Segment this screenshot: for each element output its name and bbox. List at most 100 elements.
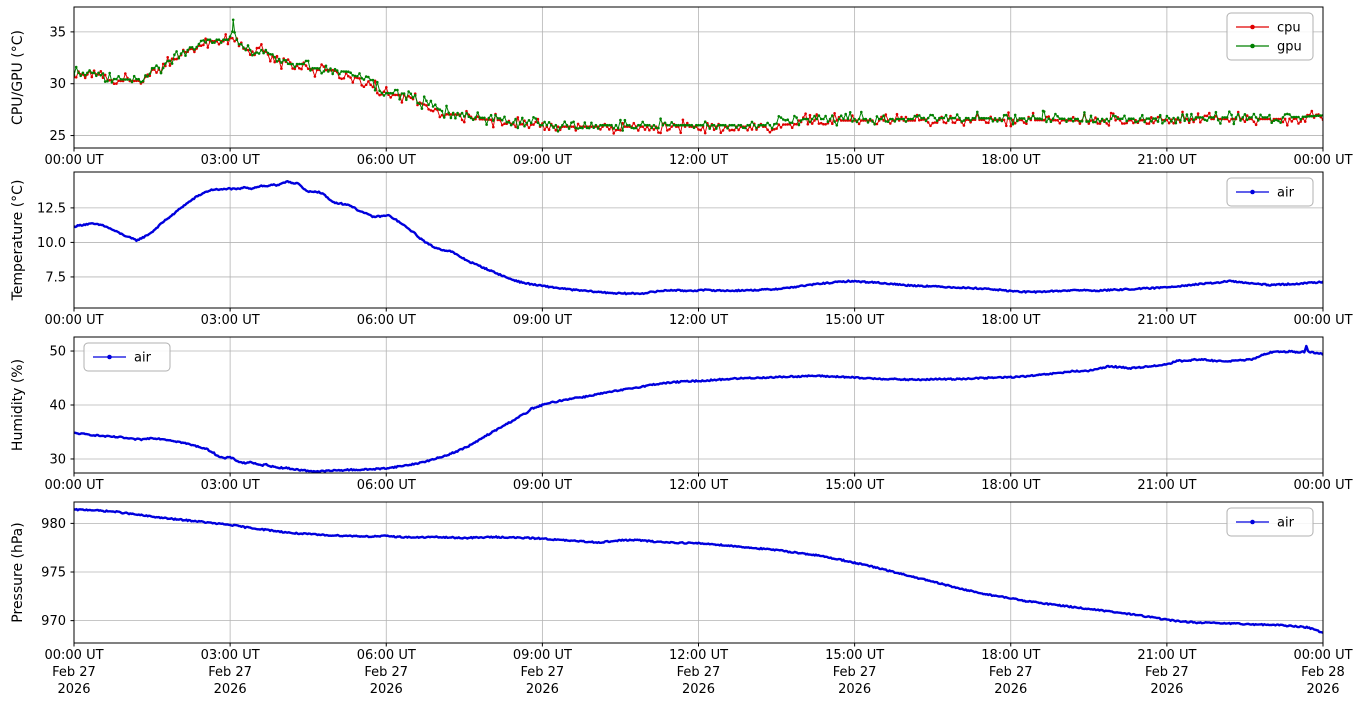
subplot-cpu-gpu: 25 30 35 00:00 UT 03:00 UT 06:00 UT 09:00 UT 12…	[10, 6, 1353, 168]
marker-gpu	[621, 129, 624, 132]
marker-gpu	[1225, 116, 1229, 119]
marker-gpu	[425, 99, 428, 103]
marker-cpu	[1147, 122, 1151, 125]
marker-gpu	[389, 91, 393, 95]
marker-cpu	[454, 113, 457, 116]
marker-cpu	[1277, 117, 1280, 121]
marker-cpu	[1096, 122, 1099, 125]
marker-gpu	[126, 78, 129, 81]
marker-cpu	[489, 118, 493, 121]
marker-gpu	[1190, 112, 1193, 116]
marker-cpu	[503, 122, 506, 125]
marker-gpu	[828, 117, 832, 121]
marker-cpu	[1245, 114, 1249, 117]
marker-gpu	[976, 110, 979, 114]
y-tick-label: 50	[49, 345, 66, 360]
x-tick-label: 06:00 UT	[357, 313, 416, 328]
marker-cpu	[385, 86, 388, 89]
marker-gpu	[822, 117, 825, 121]
marker-gpu	[1022, 117, 1026, 120]
marker-gpu	[177, 56, 181, 60]
x-tick-label: 2026	[370, 682, 403, 697]
marker-gpu	[610, 123, 613, 127]
marker-gpu	[1058, 117, 1062, 120]
marker-cpu	[795, 122, 798, 126]
marker-cpu	[730, 128, 734, 132]
marker-cpu	[1125, 121, 1128, 125]
marker-gpu	[344, 70, 348, 73]
marker-cpu	[400, 101, 404, 104]
marker-gpu	[260, 48, 263, 52]
marker-cpu	[248, 53, 252, 56]
marker-gpu	[1261, 116, 1265, 119]
marker-cpu	[1190, 117, 1193, 121]
marker-gpu	[831, 114, 834, 117]
marker-gpu	[697, 123, 700, 127]
marker-cpu	[1150, 116, 1153, 119]
marker-gpu	[960, 120, 963, 123]
marker-gpu	[955, 113, 959, 116]
marker-gpu	[141, 79, 145, 83]
marker-gpu	[150, 66, 154, 70]
marker-gpu	[576, 127, 580, 130]
marker-gpu	[793, 114, 796, 118]
marker-gpu	[208, 38, 212, 41]
x-tick-label: Feb 27	[989, 665, 1033, 680]
marker-gpu	[565, 123, 569, 127]
marker-gpu	[755, 126, 758, 130]
marker-gpu	[996, 120, 999, 123]
series-line-air	[74, 180, 1323, 296]
marker-gpu	[442, 116, 446, 119]
marker-gpu	[998, 117, 1001, 120]
x-tick-label: 06:00 UT	[357, 153, 416, 168]
marker-gpu	[295, 62, 299, 66]
marker-gpu	[625, 123, 629, 127]
marker-cpu	[349, 76, 352, 79]
marker-cpu	[790, 126, 794, 129]
marker-cpu	[371, 85, 375, 89]
marker-cpu	[1105, 122, 1108, 125]
marker-gpu	[271, 53, 274, 56]
marker-gpu	[480, 116, 484, 120]
marker-gpu	[864, 117, 868, 121]
marker-gpu	[971, 116, 975, 120]
marker-gpu	[891, 117, 894, 121]
marker-gpu	[463, 115, 466, 118]
marker-cpu	[117, 79, 120, 83]
marker-cpu	[1141, 118, 1144, 122]
marker-cpu	[1303, 120, 1307, 123]
y-tick-label: 35	[49, 25, 66, 40]
marker-cpu	[822, 122, 825, 126]
marker-cpu	[360, 84, 364, 87]
marker-gpu	[741, 126, 745, 129]
marker-gpu	[643, 123, 647, 127]
marker-gpu	[204, 41, 207, 44]
marker-gpu	[1234, 116, 1238, 119]
marker-gpu	[949, 116, 952, 120]
marker-cpu	[786, 123, 789, 126]
marker-gpu	[173, 53, 176, 56]
marker-cpu	[532, 123, 535, 126]
marker-gpu	[440, 109, 444, 113]
marker-cpu	[485, 118, 488, 121]
x-tick-label: 09:00 UT	[513, 153, 572, 168]
marker-gpu	[1150, 120, 1153, 123]
marker-gpu	[1134, 120, 1137, 124]
marker-gpu	[1161, 121, 1164, 125]
marker-cpu	[193, 50, 196, 54]
marker-gpu	[231, 30, 234, 33]
marker-cpu	[824, 123, 827, 126]
marker-cpu	[1254, 123, 1258, 127]
legend-box	[1226, 12, 1314, 61]
y-tick-label: 975	[41, 566, 66, 581]
legend-label: gpu	[1277, 40, 1302, 55]
marker-gpu	[469, 116, 473, 120]
legend: cpu gpu	[1226, 12, 1314, 61]
marker-gpu	[1107, 120, 1111, 123]
marker-gpu	[1054, 112, 1057, 116]
marker-gpu	[88, 69, 91, 72]
marker-gpu	[1228, 110, 1231, 113]
marker-cpu	[1047, 115, 1050, 118]
marker-gpu	[117, 75, 120, 78]
marker-cpu	[523, 119, 526, 122]
